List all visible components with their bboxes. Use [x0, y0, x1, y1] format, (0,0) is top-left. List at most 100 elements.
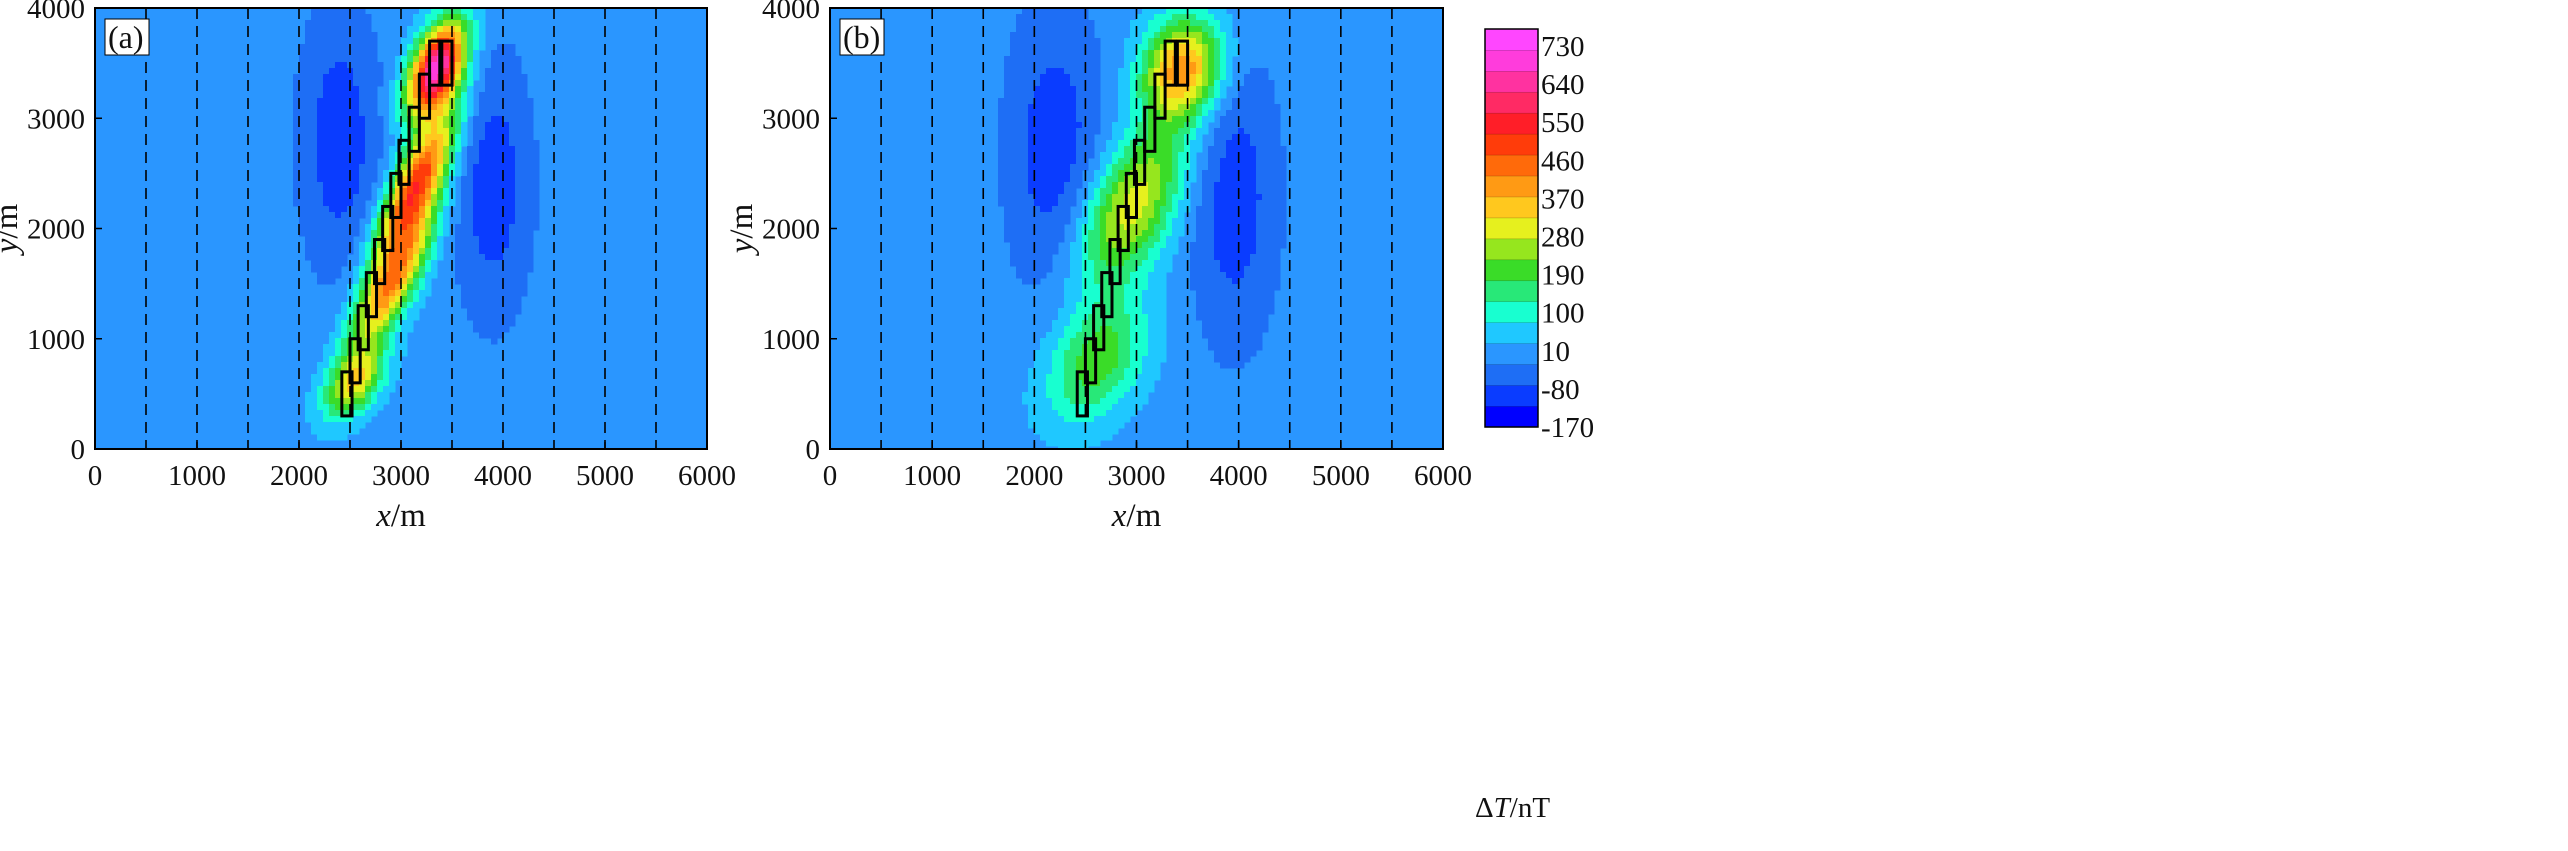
heat-cell [419, 104, 426, 111]
heat-cell [377, 326, 384, 333]
heat-cell [413, 236, 420, 243]
heat-cell [377, 278, 384, 285]
heat-cell [1118, 404, 1125, 411]
heat-cell [419, 158, 426, 165]
heat-cell [1118, 206, 1125, 213]
heat-cell [1124, 98, 1131, 105]
heat-cell [377, 218, 384, 225]
heat-cell [377, 122, 384, 129]
heat-cell [1184, 20, 1191, 27]
heat-cell [1052, 338, 1059, 345]
heat-cell [1154, 146, 1161, 153]
heat-cell [1034, 86, 1041, 93]
heat-cell [1028, 368, 1035, 375]
heat-cell [293, 194, 300, 201]
heat-cell [533, 182, 540, 189]
heat-cell [1226, 110, 1233, 117]
heat-cell [1070, 440, 1077, 447]
heat-cell [1094, 380, 1101, 387]
heat-cell [1064, 338, 1071, 345]
heat-cell [1244, 152, 1251, 159]
heat-cell [437, 92, 444, 99]
heat-cell [485, 140, 492, 147]
heat-cell [1046, 356, 1053, 363]
heat-cell [1256, 200, 1263, 207]
colorbar-swatch [1484, 70, 1539, 93]
heat-cell [1088, 326, 1095, 333]
heat-cell [431, 206, 438, 213]
heat-cell [1142, 284, 1149, 291]
heat-cell [431, 8, 438, 15]
heat-cell [1154, 188, 1161, 195]
heat-cell [1052, 122, 1059, 129]
heat-cell [341, 338, 348, 345]
heat-cell [491, 296, 498, 303]
heat-cell [1010, 116, 1017, 123]
heat-cell [455, 272, 462, 279]
heat-cell [467, 272, 474, 279]
heat-cell [1142, 50, 1149, 57]
heat-cell [521, 230, 528, 237]
heat-cell [1238, 272, 1245, 279]
heat-cell [515, 224, 522, 231]
heat-cell [1268, 230, 1275, 237]
heat-cell [1064, 446, 1071, 450]
heat-cell [998, 182, 1005, 189]
heat-cell [509, 266, 516, 273]
heat-cell [1262, 296, 1269, 303]
heat-cell [431, 146, 438, 153]
heat-cell [1148, 134, 1155, 141]
heat-cell [335, 320, 342, 327]
heat-cell [479, 212, 486, 219]
heat-cell [395, 248, 402, 255]
heat-cell [1148, 98, 1155, 105]
heat-cell [1046, 236, 1053, 243]
heat-cell [329, 62, 336, 69]
heat-cell [383, 272, 390, 279]
heat-cell [1094, 188, 1101, 195]
heat-cell [419, 188, 426, 195]
heat-cell [1100, 398, 1107, 405]
heat-cell [1268, 218, 1275, 225]
heat-cell [455, 116, 462, 123]
profile-lines-a [145, 8, 657, 449]
heat-cell [1100, 350, 1107, 357]
heat-cell [1274, 146, 1281, 153]
heat-cell [1148, 338, 1155, 345]
heat-cell [1040, 170, 1047, 177]
heat-cell [389, 266, 396, 273]
heat-cell [1142, 338, 1149, 345]
heat-cell [1016, 50, 1023, 57]
heat-cell [365, 260, 372, 267]
heat-cell [1274, 200, 1281, 207]
heat-cell [1004, 236, 1011, 243]
heat-cell [1148, 206, 1155, 213]
heat-cell [305, 164, 312, 171]
heat-cell [503, 50, 510, 57]
heat-cell [1214, 38, 1221, 45]
heat-cell [329, 80, 336, 87]
heat-cell [1112, 410, 1119, 417]
heat-cell [293, 170, 300, 177]
heat-cell [1220, 134, 1227, 141]
heat-cell [1250, 350, 1257, 357]
heat-cell [323, 236, 330, 243]
heat-cell [497, 104, 504, 111]
heat-cell [1178, 212, 1185, 219]
heat-cell [329, 140, 336, 147]
heat-cell [419, 80, 426, 87]
heat-cell [419, 92, 426, 99]
heat-cell [1052, 194, 1059, 201]
heat-cell [1196, 308, 1203, 315]
heat-cell [1064, 422, 1071, 429]
heat-cell [1160, 248, 1167, 255]
heat-cell [479, 140, 486, 147]
heat-cell [467, 248, 474, 255]
heat-cell [1280, 242, 1287, 249]
heat-cell [1226, 320, 1233, 327]
heat-cell [455, 242, 462, 249]
heat-cell [509, 68, 516, 75]
heat-cell [1058, 8, 1065, 15]
heat-cell [383, 296, 390, 303]
heat-cell [1112, 338, 1119, 345]
